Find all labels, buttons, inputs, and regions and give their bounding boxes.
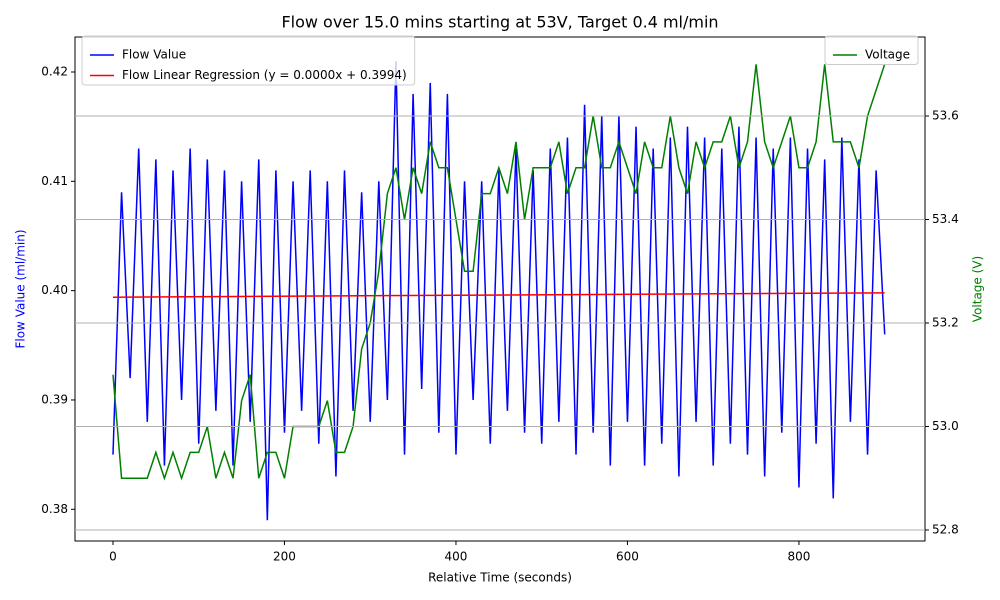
legend-box xyxy=(824,35,919,65)
y2-tick-label: 53.4 xyxy=(932,212,959,226)
x-tick-label: 800 xyxy=(788,550,811,564)
y-tick-label: 0.39 xyxy=(41,392,68,406)
y-tick-label: 0.42 xyxy=(41,64,68,78)
legend-box xyxy=(81,35,416,86)
y-tick-label: 0.41 xyxy=(41,174,68,188)
series-line xyxy=(112,292,885,298)
x-tick-label: 200 xyxy=(273,550,296,564)
legend-label: Voltage xyxy=(865,48,910,62)
x-tick-label: 600 xyxy=(616,550,639,564)
series-line xyxy=(112,61,886,521)
x-axis-label: Relative Time (seconds) xyxy=(428,571,572,585)
legend-label: Flow Linear Regression (y = 0.0000x + 0.… xyxy=(122,68,407,82)
y2-tick-label: 53.6 xyxy=(932,109,959,123)
y2-tick-label: 52.8 xyxy=(932,522,959,536)
legend-label: Flow Value xyxy=(122,48,186,62)
y-tick-label: 0.40 xyxy=(41,283,68,297)
y-axis-label: Flow Value (ml/min) xyxy=(14,229,28,348)
series-line xyxy=(112,64,886,481)
x-tick-label: 400 xyxy=(445,550,468,564)
legend: Voltage xyxy=(824,35,919,65)
plot-frame xyxy=(74,36,926,542)
y2-tick-label: 53.2 xyxy=(932,315,959,329)
y2-tick-label: 53.0 xyxy=(932,419,959,433)
chart-title: Flow over 15.0 mins starting at 53V, Tar… xyxy=(281,13,718,32)
legend: Flow Value Flow Linear Regression (y = 0.… xyxy=(81,35,416,86)
y2-axis-label: Voltage (V) xyxy=(971,256,985,322)
y-tick-label: 0.38 xyxy=(41,502,68,516)
x-tick-label: 0 xyxy=(109,550,117,564)
